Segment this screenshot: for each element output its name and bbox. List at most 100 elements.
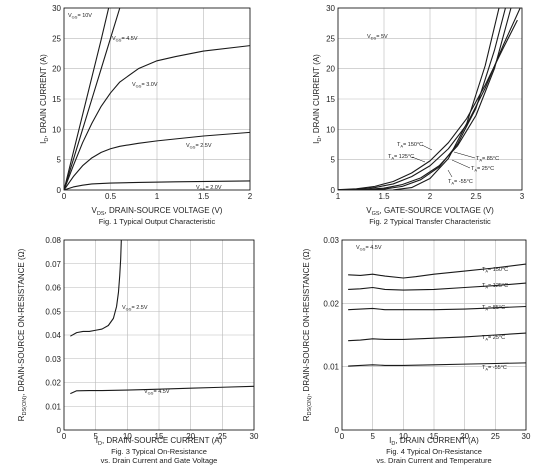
svg-text:TA= -55°C: TA= -55°C	[482, 365, 507, 372]
y-tick-label: 0.01	[323, 363, 339, 372]
x-tick-label: 20	[186, 432, 195, 441]
x-tick-label: 25	[491, 432, 500, 441]
svg-text:VGS= 4.5V: VGS= 4.5V	[112, 36, 138, 43]
svg-text:TA= 25°C: TA= 25°C	[482, 335, 505, 342]
annotation-vgs-2.5v: VGS= 2.5V	[186, 143, 212, 150]
y-tick-label: 25	[52, 34, 61, 43]
series-line-t-a-150-c	[348, 263, 526, 279]
y-tick-label: 0.01	[45, 402, 61, 411]
x-tick-label: 1	[155, 192, 160, 201]
annotation-ta-25-t: TA= 25°C	[482, 335, 505, 342]
y-tick-label: 0.08	[45, 236, 61, 245]
plot-frame-3	[63, 239, 255, 431]
annotation-vgs-4.5v-t: VGS= 4.5V	[356, 245, 382, 252]
svg-text:TA= 25°C: TA= 25°C	[471, 166, 494, 173]
grid-4	[342, 240, 526, 430]
x-tick-label: 2	[428, 192, 433, 201]
caption-3-line-1: Fig. 3 Typical On-Resistance	[111, 447, 207, 456]
annotation-ta-150: TA= 150°C	[397, 142, 433, 151]
annotation-ta-125-t: TA= 125°C	[482, 283, 508, 290]
svg-text:TA= -55°C: TA= -55°C	[448, 179, 473, 186]
x-tick-label: 5	[370, 432, 375, 441]
caption-4-line-1: Fig. 4 Typical On-Resistance	[386, 447, 482, 456]
plot-frame-4	[341, 239, 527, 431]
x-tick-label: 0.5	[105, 192, 117, 201]
annotation-vgs-4.5v: VGS= 4.5V	[112, 36, 138, 43]
svg-text:VGS= 3.0V: VGS= 3.0V	[132, 82, 158, 89]
x-tick-label: 1.5	[378, 192, 390, 201]
x-tick-label: 3	[520, 192, 525, 201]
y-tick-label: 5	[331, 156, 336, 165]
svg-text:VGS= 2.5V: VGS= 2.5V	[186, 143, 212, 150]
x-axis-label-3: ID, DRAIN-SOURCE CURRENT (A)	[96, 436, 223, 447]
series-line-t-a-85-c	[348, 305, 526, 311]
annotation-vgs-10v: VGS= 10V	[68, 13, 92, 20]
x-tick-label: 10	[123, 432, 132, 441]
y-tick-label: 0.02	[323, 299, 339, 308]
y-tick-label: 0.06	[45, 284, 61, 293]
grid-1	[64, 8, 250, 190]
x-tick-label: 25	[218, 432, 227, 441]
x-tick-label: 2	[248, 192, 253, 201]
y-axis-label-1-text: , DRAIN CURRENT (A)	[39, 54, 48, 138]
series-line-t-a-25-c	[348, 332, 526, 342]
y-axis-label-4: RDS(ON), DRAIN-SOURCE ON-RESISTANCE (Ω)	[302, 248, 313, 421]
y-tick-label: 0.02	[45, 379, 61, 388]
annotation-vds-5v: VDS= 5V	[367, 34, 388, 41]
series-line-v-gs-2-5v	[70, 240, 122, 337]
series-line-t-a-55-c	[348, 362, 526, 367]
y-tick-label: 10	[52, 125, 61, 134]
svg-text:TA= 85°C: TA= 85°C	[476, 156, 499, 163]
series-line-t-a-125-c	[338, 8, 521, 190]
series-line-v-gs-4-5v	[70, 385, 254, 395]
svg-text:TA= 150°C: TA= 150°C	[482, 267, 508, 274]
chart-on-resistance-temp: 0 5 10 15 20 25 30 0 0.01 0.02 0.03 RDS(ON), DRAIN…	[302, 236, 531, 465]
svg-text:VGS= 10V: VGS= 10V	[68, 13, 92, 20]
x-tick-label: 0	[340, 432, 345, 441]
x-tick-label: 20	[460, 432, 469, 441]
y-tick-label: 15	[326, 95, 335, 104]
series-line-v-gs-4-5v	[64, 8, 121, 190]
x-tick-label: 2.5	[470, 192, 482, 201]
caption-4-line-2: vs. Drain Current and Temperature	[376, 456, 491, 465]
caption-3-line-2: vs. Drain Current and Gate Voltage	[101, 456, 218, 465]
x-tick-label: 30	[250, 432, 259, 441]
annotation-ta-150-t: TA= 150°C	[482, 267, 508, 274]
x-axis-label-2: VGS, GATE-SOURCE VOLTAGE (V)	[366, 206, 494, 217]
svg-text:VDS= 5V: VDS= 5V	[367, 34, 388, 41]
series-line-v-gs-3-0v	[64, 45, 250, 190]
svg-text:VGS= 4.5V: VGS= 4.5V	[144, 389, 170, 396]
y-tick-label: 0.03	[323, 236, 339, 245]
y-tick-label: 0	[335, 426, 340, 435]
series-line-t-a-55-c	[393, 8, 500, 190]
svg-text:TA= 125°C: TA= 125°C	[482, 283, 508, 290]
x-axis-label-1: VDS, DRAIN-SOURCE VOLTAGE (V)	[92, 206, 223, 217]
svg-text:TA= 85°C: TA= 85°C	[482, 305, 505, 312]
svg-text:VGS= 2.5V: VGS= 2.5V	[122, 305, 148, 312]
y-tick-label: 0	[57, 186, 62, 195]
series-line-v-gs-2-5v	[64, 131, 250, 190]
annotation-ta-25: TA= 25°C	[451, 159, 494, 173]
y-tick-label: 20	[326, 65, 335, 74]
y-tick-label: 30	[52, 4, 61, 13]
svg-text:TA= 125°C: TA= 125°C	[388, 154, 414, 161]
plot-frame-2	[337, 7, 523, 191]
series-line-t-a-85-c	[347, 8, 512, 190]
x-tick-label: 10	[399, 432, 408, 441]
chart-on-resistance-gate: 0 5 10 15 20 25 30 0 0.01 0.02 0.03 0.04 0.05 0.06 0.0…	[17, 236, 259, 465]
series-line-v-gs-2-0v	[64, 180, 250, 190]
y-tick-label: 5	[57, 156, 62, 165]
annotation-vgs-2.5v-r: VGS= 2.5V	[122, 305, 148, 312]
y-tick-label: 20	[52, 65, 61, 74]
series-line-t-a-25-c	[365, 8, 506, 190]
y-axis-label-1: ID, DRAIN CURRENT (A)	[39, 54, 50, 144]
x-tick-label: 1	[336, 192, 341, 201]
annotation-ta-85-t: TA= 85°C	[482, 305, 505, 312]
series-line-v-gs-10v	[64, 8, 110, 190]
x-tick-label: 0	[62, 192, 67, 201]
svg-text:VGS= 4.5V: VGS= 4.5V	[356, 245, 382, 252]
x-tick-label: 30	[522, 432, 531, 441]
